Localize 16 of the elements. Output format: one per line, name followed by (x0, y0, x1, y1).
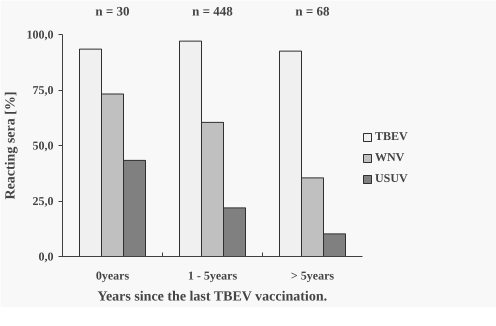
x-axis-title: Years since the last TBEV vaccination. (97, 290, 328, 304)
text: n = 448 (192, 4, 234, 18)
y-axis-title: Reacting sera [%] (4, 91, 18, 200)
y-tick-label: 100,0 (26, 28, 54, 42)
text: n = 68 (295, 4, 330, 18)
y-tick-label: 25,0 (32, 194, 54, 208)
legend-label: USUV (375, 171, 408, 186)
x-tick-label: 0years (96, 268, 130, 282)
y-tick-label: 0,0 (38, 250, 54, 264)
y-tick-label: 75,0 (32, 83, 54, 97)
x-tick-label: 1 - 5years (188, 268, 238, 282)
text: n = 30 (95, 4, 130, 18)
legend-label: WNV (375, 150, 404, 165)
legend-label: TBEV (375, 129, 408, 144)
x-tick-label: > 5years (290, 268, 334, 282)
y-tick-label: 50,0 (32, 138, 54, 152)
